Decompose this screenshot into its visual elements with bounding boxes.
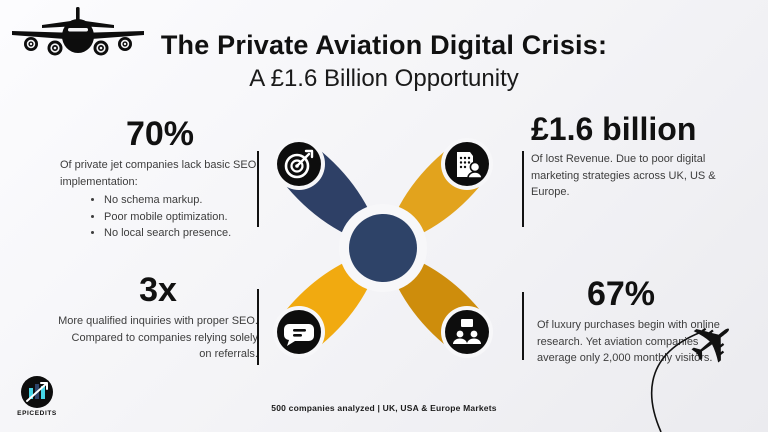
divider-top-right	[522, 151, 524, 227]
building-person-icon	[441, 138, 493, 190]
center-x-diagram	[273, 138, 493, 358]
stat-value: £1.6 billion	[531, 111, 697, 147]
stat-online-research: 67% Of luxury purchases begin with onlin…	[537, 275, 723, 367]
stat-value: 70%	[125, 115, 195, 153]
bar-chart-icon	[21, 376, 53, 408]
org-chart-icon	[441, 306, 493, 358]
page-title: The Private Aviation Digital Crisis:	[160, 30, 608, 60]
bullet-item: No local search presence.	[104, 225, 260, 242]
stat-description: Of luxury purchases begin with online re…	[537, 319, 720, 365]
page-subtitle: A £1.6 Billion Opportunity	[249, 65, 519, 92]
stat-qualified-inquiries: 3x More qualified inquiries with proper …	[58, 271, 258, 363]
divider-bottom-right	[522, 292, 524, 360]
bullet-item: No schema markup.	[104, 192, 260, 209]
stat-description: More qualified inquiries with proper SEO…	[58, 315, 258, 361]
stat-value: 3x	[139, 271, 177, 309]
flight-trail	[650, 330, 705, 432]
stat-seo-gap: 70% Of private jet companies lack basic …	[60, 115, 260, 242]
stat-lost-revenue: £1.6 billion Of lost Revenue. Due to poo…	[531, 111, 717, 201]
stat-description: Of private jet companies lack basic SEO …	[60, 159, 257, 188]
stat-description: Of lost Revenue. Due to poor digital mar…	[531, 153, 716, 199]
airplane-front-icon	[12, 7, 144, 56]
bullet-item: Poor mobile optimization.	[104, 209, 260, 226]
footer-note: 500 companies analyzed | UK, USA & Europ…	[271, 403, 497, 413]
stat-value: 67%	[586, 275, 656, 313]
divider-top-left	[257, 151, 259, 227]
airplane-side-icon: ✈	[650, 301, 753, 432]
center-circle	[349, 214, 417, 282]
stat-bullet-list: No schema markup. Poor mobile optimizati…	[104, 192, 260, 242]
airplane-glyph: ✈	[673, 301, 753, 385]
target-icon	[273, 138, 325, 190]
chat-bubble-icon	[273, 306, 325, 358]
brand-name: EPICEDITS	[17, 410, 57, 417]
divider-bottom-left	[257, 289, 259, 365]
brand-logo: EPICEDITS	[13, 375, 61, 417]
title-block: The Private Aviation Digital Crisis: A £…	[0, 30, 768, 93]
